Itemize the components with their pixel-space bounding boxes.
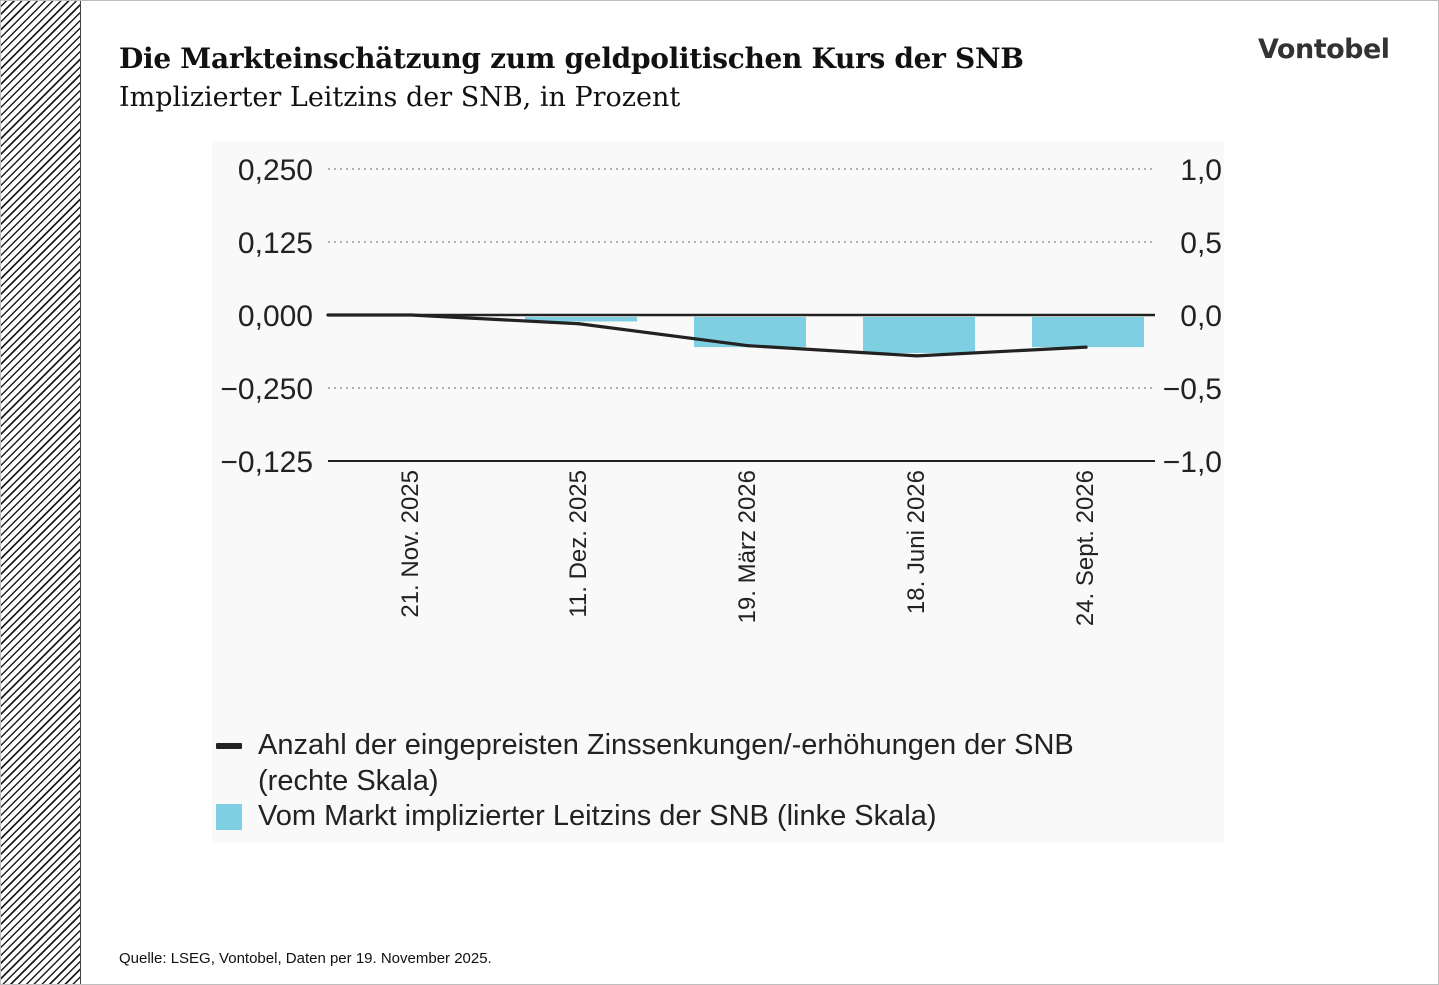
legend-line-swatch xyxy=(216,743,242,749)
right-axis-tick-label: −1,0 xyxy=(1163,446,1222,479)
right-axis-tick-label: −0,5 xyxy=(1163,373,1222,406)
grid-layer xyxy=(328,168,1155,389)
bar xyxy=(694,317,806,348)
legend-line-label: Anzahl der eingepreisten Zinssenkungen/-… xyxy=(258,729,1074,761)
left-axis-tick-label: 0,125 xyxy=(238,227,313,260)
legend-item-bar: Vom Markt implizierter Leitzins der SNB … xyxy=(216,798,936,834)
x-axis-category-label: 11. Dez. 2025 xyxy=(565,470,592,618)
chart-background xyxy=(212,142,1224,842)
bar xyxy=(863,317,975,353)
label-layer: 0,250 0,125 0,000 −0,250 −0,125 1,0 0,5 0,0 −0,5… xyxy=(220,154,1222,626)
line-point xyxy=(746,344,750,348)
legend-line-label-scale: (rechte Skala) xyxy=(258,765,439,797)
right-axis-tick-label: 0,5 xyxy=(1180,227,1222,260)
line-point xyxy=(915,354,919,358)
x-axis-category-label: 18. Juni 2026 xyxy=(903,470,930,614)
legend-bar-label: Vom Markt implizierter Leitzins der SNB … xyxy=(258,800,937,832)
right-axis-tick-label: 0,0 xyxy=(1180,300,1222,333)
legend-bar-swatch xyxy=(216,804,242,830)
right-axis-tick-label: 1,0 xyxy=(1180,154,1222,187)
bar xyxy=(1032,317,1144,348)
bar-layer xyxy=(525,317,1144,353)
bar xyxy=(525,317,637,322)
left-axis-tick-label: −0,250 xyxy=(220,373,313,406)
chart-subtitle: Implizierter Leitzins der SNB, in Prozen… xyxy=(119,82,681,113)
line-point xyxy=(1084,345,1088,349)
left-axis-tick-label: 0,250 xyxy=(238,154,313,187)
axis-layer xyxy=(328,313,1155,462)
left-axis-tick-label: 0,000 xyxy=(238,300,313,333)
x-axis-category-label: 24. Sept. 2026 xyxy=(1072,470,1099,626)
line-point xyxy=(577,322,581,326)
source-note: Quelle: LSEG, Vontobel, Daten per 19. No… xyxy=(119,950,492,967)
chart-title: Die Markteinschätzung zum geldpolitische… xyxy=(119,42,1024,75)
vontobel-logo: Vontobel xyxy=(1258,34,1390,65)
x-axis-category-label: 19. März 2026 xyxy=(734,470,761,623)
x-axis-category-label: 21. Nov. 2025 xyxy=(397,470,424,618)
hatched-side-band xyxy=(1,1,81,984)
legend-item-line: Anzahl der eingepreisten Zinssenkungen/-… xyxy=(216,727,1074,799)
left-axis-tick-label: −0,125 xyxy=(220,446,313,479)
